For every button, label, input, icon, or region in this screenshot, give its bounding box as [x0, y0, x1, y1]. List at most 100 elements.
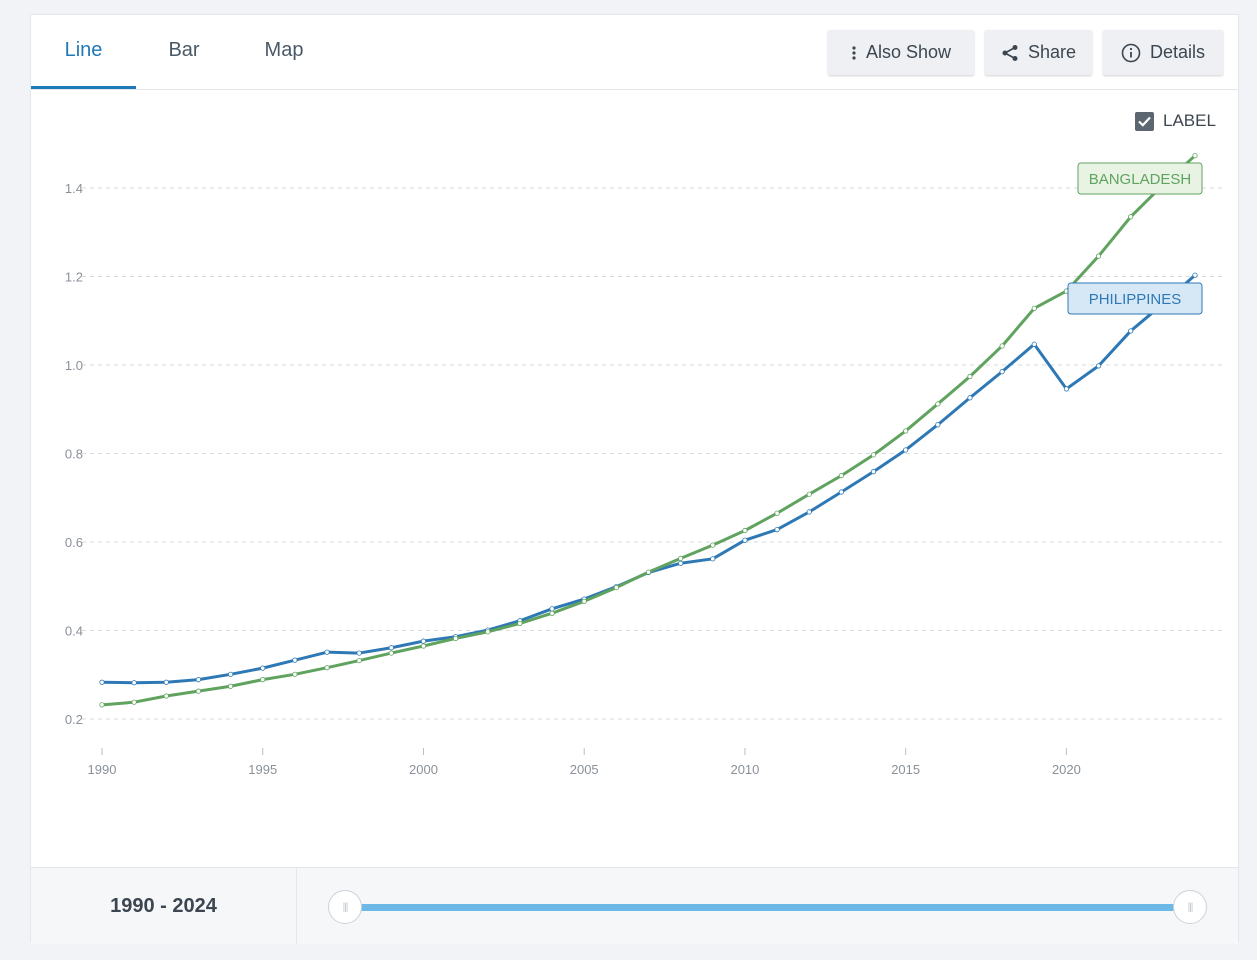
data-point-bangladesh[interactable] [678, 555, 684, 561]
y-tick-label: 1.2 [65, 270, 83, 285]
data-point-bangladesh[interactable] [967, 373, 973, 380]
data-point-bangladesh[interactable] [1192, 153, 1198, 159]
data-point-bangladesh[interactable] [485, 629, 491, 635]
data-point-bangladesh[interactable] [388, 650, 394, 656]
data-point-philippines[interactable] [967, 395, 973, 401]
data-point-bangladesh[interactable] [1095, 253, 1102, 259]
also-show-label: Also Show [865, 42, 952, 62]
range-start-handle[interactable]: ||| [328, 890, 362, 924]
data-point-bangladesh[interactable] [324, 665, 330, 671]
line-chart: 0.2 0.4 0.6 0.8 1.0 1.2 1.4 1990 1995 2000 2005 201… [65, 153, 1226, 777]
tab-bar[interactable]: Bar [168, 39, 200, 61]
data-point-bangladesh[interactable] [774, 510, 780, 516]
chart-grid [82, 187, 1226, 720]
data-point-bangladesh[interactable] [163, 693, 169, 699]
y-tick-label: 0.2 [65, 712, 83, 727]
data-point-philippines[interactable] [710, 556, 716, 562]
range-end-handle[interactable]: ||| [1173, 890, 1207, 924]
data-point-philippines[interactable] [549, 606, 555, 612]
data-point-philippines[interactable] [420, 638, 427, 644]
share-icon [1002, 44, 1018, 61]
x-tick-label: 2010 [730, 762, 759, 777]
data-point-bangladesh[interactable] [260, 677, 266, 683]
data-point-bangladesh[interactable] [1031, 305, 1037, 311]
chart-card: Line Bar Map Also Show Share Details LAB… [30, 14, 1239, 944]
range-slider-track[interactable] [347, 904, 1192, 911]
data-point-philippines[interactable] [195, 677, 202, 683]
data-point-philippines[interactable] [356, 650, 362, 656]
tab-map[interactable]: Map [264, 39, 304, 61]
data-point-philippines[interactable] [903, 447, 909, 453]
data-point-philippines[interactable] [1128, 328, 1134, 334]
data-point-philippines[interactable] [999, 369, 1005, 375]
data-point-philippines[interactable] [742, 537, 748, 543]
data-point-bangladesh[interactable] [453, 635, 459, 642]
range-label: 1990 - 2024 [31, 868, 297, 944]
data-point-bangladesh[interactable] [195, 688, 202, 694]
data-point-bangladesh[interactable] [645, 569, 652, 575]
data-point-bangladesh[interactable] [903, 428, 909, 434]
y-tick-label: 1.4 [65, 181, 83, 196]
chart-axes: 0.2 0.4 0.6 0.8 1.0 1.2 1.4 1990 1995 2000 2005 201… [65, 181, 1081, 777]
x-tick-label: 2015 [891, 762, 920, 777]
data-point-philippines[interactable] [1095, 363, 1102, 369]
data-point-bangladesh[interactable] [1128, 214, 1134, 220]
time-range-footer: 1990 - 2024 ||| ||| [31, 867, 1238, 944]
data-point-bangladesh[interactable] [420, 643, 427, 649]
data-point-philippines[interactable] [1031, 341, 1037, 347]
data-point-philippines[interactable] [388, 645, 394, 651]
series-line-bangladesh [101, 154, 1197, 707]
data-point-philippines[interactable] [935, 422, 941, 428]
data-point-philippines[interactable] [1192, 272, 1198, 278]
data-point-philippines[interactable] [806, 509, 812, 515]
x-tick-label: 1995 [248, 762, 277, 777]
y-tick-label: 0.6 [65, 535, 83, 550]
x-tick-label: 2005 [570, 762, 599, 777]
data-point-bangladesh[interactable] [131, 699, 137, 705]
data-point-philippines[interactable] [260, 665, 266, 671]
check-icon [1138, 116, 1151, 127]
data-point-bangladesh[interactable] [806, 491, 812, 497]
data-point-philippines[interactable] [1063, 386, 1070, 392]
x-tick-label: 1990 [88, 762, 117, 777]
label-toggle-text: LABEL [1163, 111, 1216, 130]
data-point-bangladesh[interactable] [517, 620, 523, 627]
data-point-bangladesh[interactable] [710, 542, 716, 548]
data-point-bangladesh[interactable] [356, 657, 362, 664]
y-tick-label: 0.4 [65, 624, 83, 639]
data-point-philippines[interactable] [870, 469, 877, 475]
series-label-box-philippines [1067, 282, 1203, 315]
data-point-bangladesh[interactable] [549, 610, 555, 616]
series-label-philippines: PHILIPPINES [1089, 291, 1182, 308]
share-button[interactable]: Share [985, 30, 1092, 75]
data-point-philippines[interactable] [838, 489, 844, 495]
data-point-bangladesh[interactable] [227, 683, 234, 689]
data-point-philippines[interactable] [774, 527, 780, 533]
data-point-bangladesh[interactable] [292, 671, 298, 677]
more-vertical-icon [852, 45, 856, 60]
data-point-philippines[interactable] [292, 657, 298, 663]
data-point-bangladesh[interactable] [613, 584, 619, 591]
data-point-philippines[interactable] [131, 680, 137, 686]
also-show-button[interactable]: Also Show [828, 30, 974, 75]
tab-line[interactable]: Line [31, 15, 136, 89]
data-point-bangladesh[interactable] [742, 527, 748, 534]
data-point-bangladesh[interactable] [581, 598, 587, 604]
details-button[interactable]: Details [1103, 30, 1223, 75]
data-point-philippines[interactable] [163, 679, 169, 685]
data-point-bangladesh[interactable] [999, 343, 1005, 349]
data-point-philippines[interactable] [99, 679, 105, 685]
label-checkbox[interactable] [1135, 111, 1154, 131]
data-point-philippines[interactable] [678, 560, 684, 566]
data-point-philippines[interactable] [227, 671, 234, 677]
x-tick-label: 2000 [409, 762, 438, 777]
chart-series [99, 153, 1198, 708]
data-point-bangladesh[interactable] [838, 473, 844, 479]
label-toggle[interactable]: LABEL [1135, 111, 1216, 131]
info-icon [1121, 43, 1141, 62]
data-point-bangladesh[interactable] [99, 702, 105, 708]
data-point-bangladesh[interactable] [870, 452, 877, 458]
share-label: Share [1027, 42, 1077, 62]
data-point-bangladesh[interactable] [935, 401, 941, 407]
data-point-philippines[interactable] [324, 649, 330, 655]
